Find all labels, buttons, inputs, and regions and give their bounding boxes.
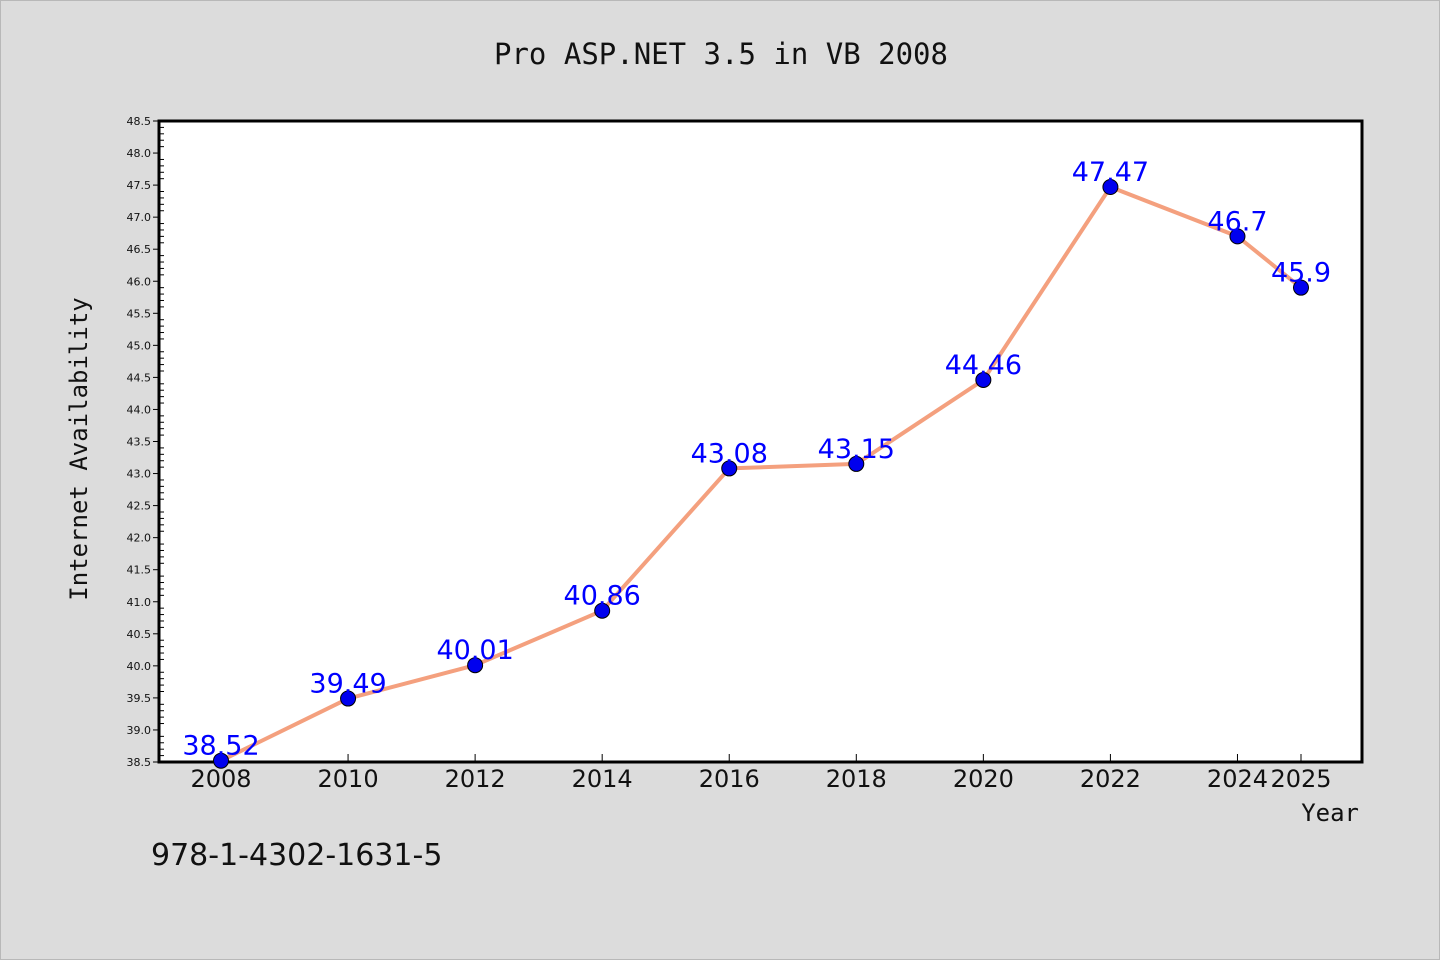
data-point bbox=[848, 455, 865, 472]
x-tick-label: 2018 bbox=[826, 765, 887, 793]
data-point bbox=[594, 602, 611, 619]
data-label: 40.01 bbox=[436, 635, 513, 666]
x-tick-label: 2012 bbox=[445, 765, 506, 793]
y-tick-label: 40.5 bbox=[127, 628, 152, 641]
data-label: 47.47 bbox=[1072, 157, 1149, 188]
data-point bbox=[1229, 228, 1246, 245]
x-axis: 2008 2010 2012 2014 2016 2018 2020 2022 2024 2025 bbox=[190, 754, 1332, 793]
y-tick-label: 40.0 bbox=[127, 660, 152, 673]
y-axis-label: Internet Availability bbox=[65, 297, 93, 600]
data-label: 38.52 bbox=[182, 731, 259, 762]
y-tick-label: 47.0 bbox=[127, 211, 152, 224]
y-tick-label: 41.0 bbox=[127, 596, 152, 609]
y-tick-label: 38.5 bbox=[127, 756, 152, 769]
x-tick-label: 2016 bbox=[699, 765, 760, 793]
y-tick-label: 44.5 bbox=[127, 371, 152, 384]
data-label: 43.15 bbox=[818, 434, 895, 465]
data-point bbox=[340, 690, 357, 707]
series-line-path bbox=[220, 185, 1303, 763]
data-label: 46.7 bbox=[1207, 206, 1267, 237]
chart-title: Pro ASP.NET 3.5 in VB 2008 bbox=[494, 37, 948, 71]
plot-area bbox=[157, 119, 1364, 764]
x-tick-label: 2025 bbox=[1270, 765, 1331, 793]
x-tick-label: 2022 bbox=[1080, 765, 1141, 793]
y-tick-label: 48.0 bbox=[127, 147, 152, 160]
isbn-footnote: 978-1-4302-1631-5 bbox=[151, 838, 442, 873]
x-tick-label: 2020 bbox=[953, 765, 1014, 793]
y-tick-label: 47.5 bbox=[127, 179, 152, 192]
data-point bbox=[213, 752, 229, 769]
x-tick-label: 2010 bbox=[318, 765, 379, 793]
y-tick-label: 46.0 bbox=[127, 275, 152, 288]
x-tick-label: 2024 bbox=[1207, 765, 1268, 793]
data-point bbox=[1293, 279, 1309, 296]
data-label: 39.49 bbox=[309, 669, 386, 700]
y-tick-label: 48.5 bbox=[127, 115, 152, 128]
series-line bbox=[220, 185, 1303, 763]
y-tick-label: 43.5 bbox=[127, 436, 152, 449]
y-tick-label: 39.0 bbox=[127, 724, 152, 737]
y-tick-label: 39.5 bbox=[127, 692, 152, 705]
y-tick-label: 43.0 bbox=[127, 468, 152, 481]
data-point bbox=[721, 460, 738, 477]
y-tick-label: 46.5 bbox=[127, 243, 152, 256]
x-axis-label: Year bbox=[1301, 799, 1359, 827]
data-label: 43.08 bbox=[691, 438, 768, 469]
data-label: 40.86 bbox=[564, 581, 641, 612]
x-tick-label: 2014 bbox=[572, 765, 633, 793]
data-point bbox=[1102, 179, 1119, 196]
y-tick-label: 44.0 bbox=[127, 403, 152, 416]
data-point bbox=[975, 371, 992, 388]
series-markers bbox=[213, 179, 1309, 769]
data-label: 45.9 bbox=[1271, 258, 1331, 289]
data-point bbox=[467, 657, 484, 674]
y-tick-label: 45.0 bbox=[127, 339, 152, 352]
data-labels: 38.52 39.49 40.01 40.86 43.08 43.15 44.46 47.47… bbox=[182, 157, 1331, 762]
x-tick-label: 2008 bbox=[190, 765, 251, 793]
y-tick-label: 41.5 bbox=[127, 564, 152, 577]
y-axis: 38.5 39.0 39.5 40.0 40.5 41.0 41.5 42.0 42.5 43.0… bbox=[127, 115, 164, 769]
y-tick-label: 42.5 bbox=[127, 500, 152, 513]
y-tick-label: 45.5 bbox=[127, 307, 152, 320]
y-tick-label: 42.0 bbox=[127, 532, 152, 545]
data-label: 44.46 bbox=[945, 350, 1022, 381]
